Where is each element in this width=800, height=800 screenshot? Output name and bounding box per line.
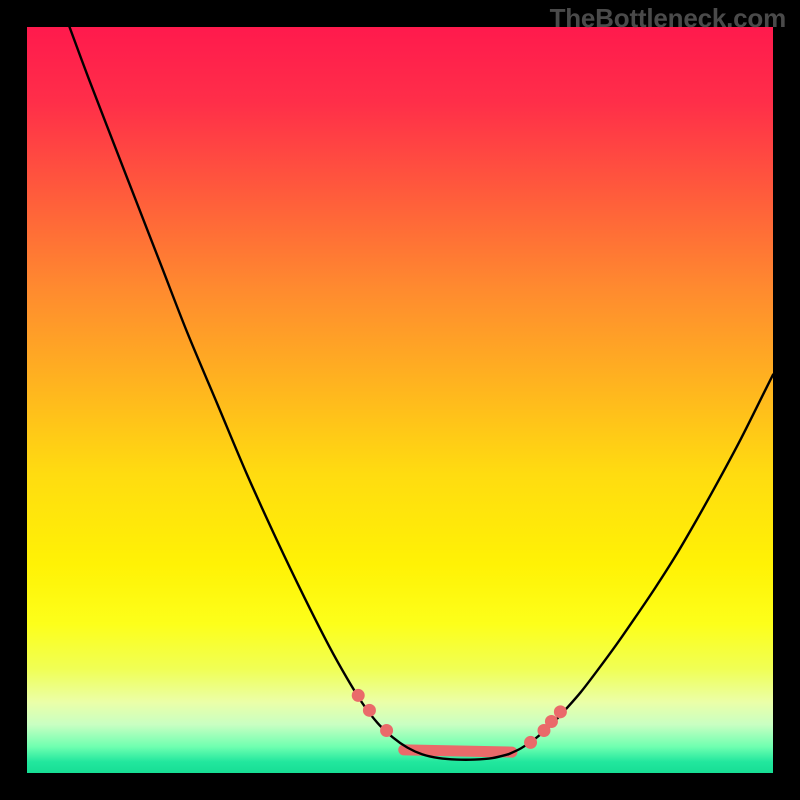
- curves-layer: [27, 27, 773, 773]
- figure-root: TheBottleneck.com: [0, 0, 800, 800]
- left-curve: [70, 27, 509, 760]
- elbow-flat-segment: [404, 750, 512, 752]
- elbow-dot: [352, 689, 365, 702]
- elbow-dot: [380, 724, 393, 737]
- elbow-dot: [554, 705, 567, 718]
- plot-area: [27, 27, 773, 773]
- right-curve: [508, 375, 773, 755]
- watermark-text: TheBottleneck.com: [550, 3, 786, 34]
- elbow-dot: [363, 704, 376, 717]
- elbow-dot: [545, 715, 558, 728]
- elbow-dot: [524, 736, 537, 749]
